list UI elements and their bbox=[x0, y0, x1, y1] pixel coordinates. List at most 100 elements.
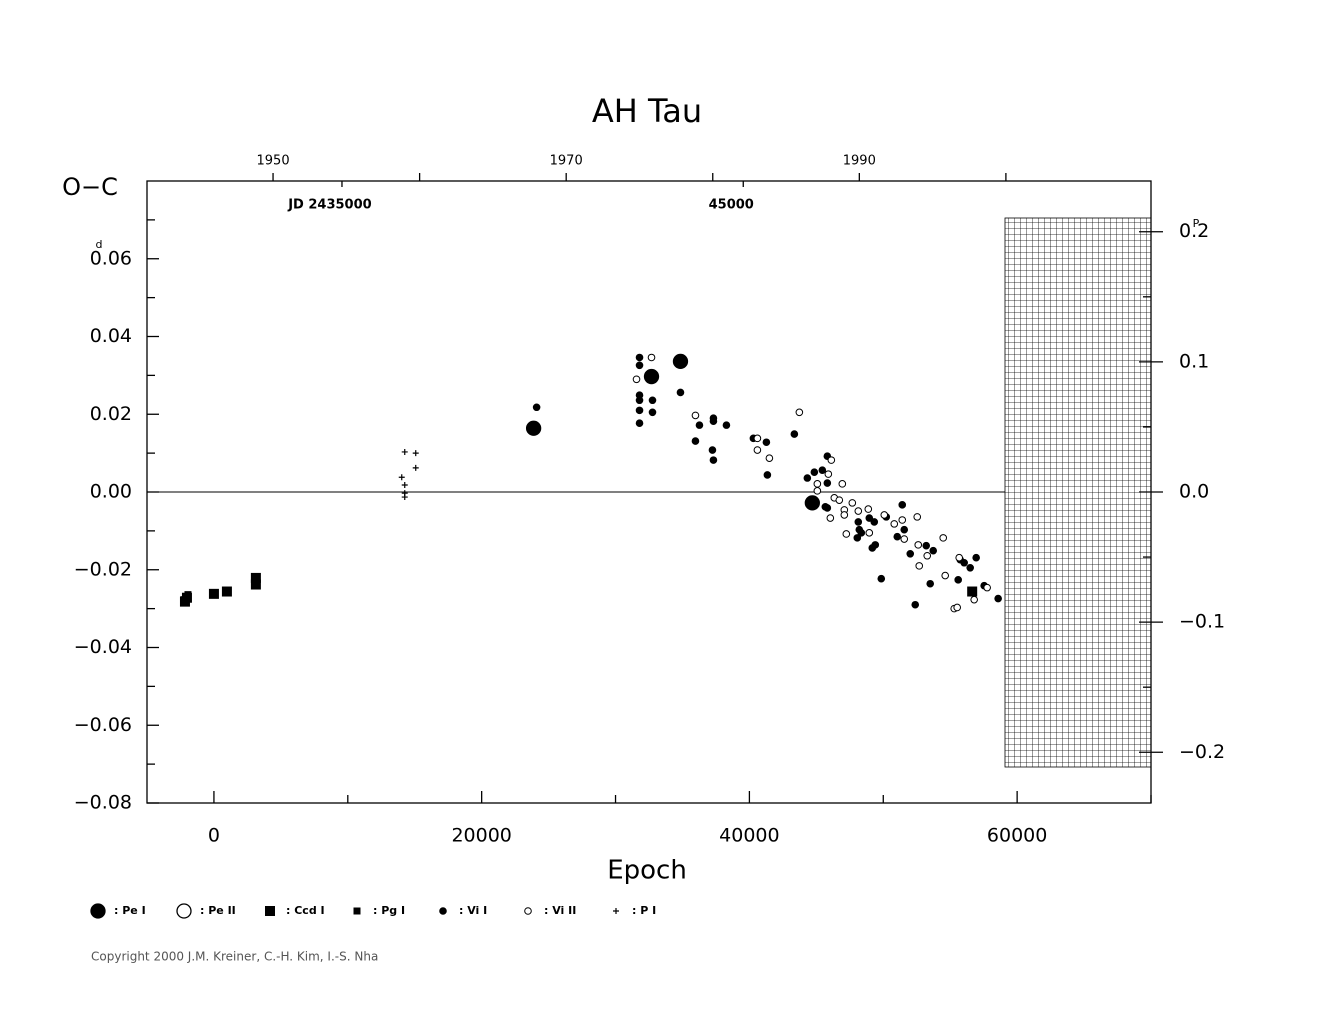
x-tick-label: 20000 bbox=[451, 825, 511, 847]
y-axis-label: O−C bbox=[62, 173, 118, 201]
data-point bbox=[865, 514, 874, 522]
data-point bbox=[648, 408, 657, 417]
data-point bbox=[941, 571, 950, 580]
hatch-region bbox=[1004, 217, 1152, 768]
data-point bbox=[722, 421, 731, 429]
data-point bbox=[900, 535, 909, 543]
y-tick-label: 0.06 bbox=[90, 247, 132, 269]
data-point bbox=[972, 553, 980, 562]
data-point bbox=[835, 496, 844, 504]
y-tick-label: −0.06 bbox=[74, 714, 132, 736]
data-point bbox=[914, 541, 923, 549]
data-point bbox=[880, 511, 889, 519]
legend-label: : Pg I bbox=[373, 904, 405, 917]
data-point bbox=[695, 421, 704, 429]
legend-marker bbox=[439, 907, 447, 915]
y-unit: d bbox=[96, 238, 103, 251]
data-point bbox=[868, 544, 877, 552]
data-point bbox=[926, 579, 935, 588]
data-point bbox=[877, 574, 886, 583]
jd-label: JD 2435000 bbox=[287, 198, 371, 213]
legend-marker bbox=[90, 903, 106, 919]
data-point bbox=[967, 586, 978, 597]
data-point bbox=[412, 464, 419, 471]
legend-label: : Vi II bbox=[544, 904, 576, 917]
legend-marker bbox=[176, 903, 192, 919]
data-point bbox=[893, 532, 902, 541]
y-tick-label: −0.08 bbox=[74, 792, 132, 814]
y-tick-label: 0.02 bbox=[90, 403, 132, 425]
data-point bbox=[923, 551, 932, 560]
data-point bbox=[983, 583, 991, 592]
data-point bbox=[632, 375, 641, 384]
data-point bbox=[635, 353, 644, 362]
copyright: Copyright 2000 J.M. Kreiner, C.-H. Kim, … bbox=[91, 950, 378, 964]
data-point bbox=[795, 408, 804, 417]
x-tick-label: 40000 bbox=[719, 825, 779, 847]
data-point bbox=[854, 507, 863, 515]
data-point bbox=[765, 454, 774, 462]
y-tick-label: 0.00 bbox=[90, 481, 132, 503]
data-point bbox=[929, 546, 938, 555]
data-point bbox=[401, 494, 408, 501]
data-point bbox=[643, 368, 660, 385]
data-point bbox=[865, 529, 874, 537]
legend-marker bbox=[265, 906, 275, 916]
data-point bbox=[804, 495, 820, 511]
x-tick-label: 60000 bbox=[987, 825, 1047, 847]
data-point bbox=[184, 591, 192, 599]
data-point bbox=[955, 553, 963, 562]
data-point bbox=[939, 534, 948, 542]
x2-tick-label: 1970 bbox=[550, 154, 583, 169]
data-point bbox=[838, 480, 847, 488]
data-point bbox=[913, 513, 922, 521]
data-point bbox=[790, 430, 799, 438]
data-point bbox=[763, 471, 772, 479]
x2-tick-label: 1990 bbox=[843, 154, 876, 169]
data-point bbox=[180, 596, 188, 604]
data-point bbox=[398, 474, 405, 481]
data-point bbox=[954, 576, 962, 584]
data-point bbox=[953, 603, 961, 612]
data-point bbox=[848, 499, 857, 507]
data-point bbox=[762, 438, 771, 447]
data-point bbox=[915, 562, 924, 570]
data-point bbox=[900, 525, 909, 534]
data-point bbox=[401, 448, 408, 455]
data-point bbox=[813, 480, 822, 488]
data-point bbox=[672, 353, 689, 370]
y2-tick-label: 0.1 bbox=[1179, 350, 1209, 372]
data-point bbox=[818, 466, 827, 475]
data-point bbox=[412, 450, 419, 457]
data-point bbox=[922, 541, 931, 550]
data-point bbox=[821, 502, 830, 511]
legend-label: : Ccd I bbox=[286, 904, 325, 917]
data-point bbox=[994, 594, 1002, 603]
data-point bbox=[898, 501, 907, 509]
data-point bbox=[647, 353, 656, 362]
data-point bbox=[960, 558, 968, 567]
data-point bbox=[842, 530, 851, 538]
x-axis-label: Epoch bbox=[607, 856, 687, 886]
data-point bbox=[753, 446, 762, 454]
legend-marker bbox=[613, 908, 619, 914]
data-point bbox=[810, 468, 819, 476]
data-point bbox=[676, 388, 685, 397]
legend-label: : P I bbox=[632, 904, 656, 917]
data-point bbox=[911, 600, 920, 609]
data-point bbox=[253, 576, 261, 584]
data-point bbox=[691, 411, 700, 420]
y2-tick-label: −0.1 bbox=[1179, 611, 1225, 633]
y-tick-label: −0.02 bbox=[74, 558, 132, 580]
data-point bbox=[635, 419, 644, 427]
x2-tick-label: 1950 bbox=[257, 154, 290, 169]
data-point bbox=[906, 550, 915, 558]
y2-tick-label: 0.2 bbox=[1179, 220, 1209, 242]
data-point bbox=[708, 446, 717, 454]
data-point bbox=[823, 479, 832, 487]
y2-tick-label: 0.0 bbox=[1179, 481, 1209, 503]
data-point bbox=[840, 511, 849, 519]
data-point bbox=[824, 470, 833, 478]
data-point bbox=[753, 434, 762, 443]
